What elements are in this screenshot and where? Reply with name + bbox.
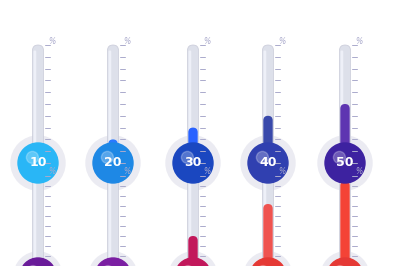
Text: 20: 20 (104, 156, 122, 169)
Circle shape (93, 143, 133, 183)
Circle shape (14, 252, 62, 266)
Circle shape (241, 136, 295, 190)
Circle shape (26, 151, 38, 163)
Circle shape (28, 265, 38, 266)
Circle shape (334, 265, 345, 266)
FancyBboxPatch shape (33, 151, 43, 163)
Circle shape (333, 151, 345, 163)
FancyBboxPatch shape (188, 128, 198, 163)
FancyBboxPatch shape (340, 181, 350, 266)
FancyBboxPatch shape (108, 51, 111, 157)
FancyBboxPatch shape (188, 51, 191, 157)
Circle shape (175, 258, 211, 266)
FancyBboxPatch shape (340, 104, 350, 163)
Circle shape (321, 252, 369, 266)
FancyBboxPatch shape (188, 45, 198, 163)
Circle shape (11, 136, 65, 190)
FancyBboxPatch shape (108, 176, 118, 266)
FancyBboxPatch shape (262, 45, 274, 163)
Circle shape (173, 143, 213, 183)
FancyBboxPatch shape (108, 139, 118, 163)
Circle shape (318, 136, 372, 190)
Text: %: % (123, 36, 131, 45)
FancyBboxPatch shape (264, 181, 266, 266)
Circle shape (18, 143, 58, 183)
FancyBboxPatch shape (34, 181, 36, 266)
Text: 30: 30 (184, 156, 202, 169)
FancyBboxPatch shape (108, 258, 118, 266)
FancyBboxPatch shape (188, 176, 198, 266)
FancyBboxPatch shape (32, 45, 44, 163)
FancyBboxPatch shape (263, 116, 273, 163)
FancyBboxPatch shape (263, 204, 273, 266)
Circle shape (169, 252, 217, 266)
Circle shape (250, 258, 286, 266)
Circle shape (166, 136, 220, 190)
Circle shape (95, 258, 131, 266)
Text: 50: 50 (336, 156, 354, 169)
Circle shape (248, 143, 288, 183)
FancyBboxPatch shape (188, 181, 191, 266)
Circle shape (244, 252, 292, 266)
Text: %: % (278, 36, 286, 45)
Text: 10: 10 (29, 156, 47, 169)
FancyBboxPatch shape (32, 176, 44, 266)
Text: %: % (48, 168, 56, 177)
Text: %: % (355, 36, 363, 45)
Circle shape (102, 265, 113, 266)
Text: %: % (355, 168, 363, 177)
FancyBboxPatch shape (188, 236, 198, 266)
FancyBboxPatch shape (262, 176, 274, 266)
Text: %: % (123, 168, 131, 177)
FancyBboxPatch shape (340, 51, 343, 157)
Text: %: % (203, 36, 211, 45)
Circle shape (325, 143, 365, 183)
Circle shape (258, 265, 268, 266)
Circle shape (182, 265, 193, 266)
FancyBboxPatch shape (108, 45, 118, 163)
FancyBboxPatch shape (264, 51, 266, 157)
Text: %: % (48, 36, 56, 45)
Text: %: % (278, 168, 286, 177)
FancyBboxPatch shape (340, 45, 350, 163)
Circle shape (89, 252, 137, 266)
Circle shape (20, 258, 56, 266)
Text: 40: 40 (259, 156, 277, 169)
Text: %: % (203, 168, 211, 177)
Circle shape (102, 151, 114, 163)
Circle shape (182, 151, 194, 163)
FancyBboxPatch shape (34, 51, 36, 157)
Circle shape (327, 258, 363, 266)
Circle shape (86, 136, 140, 190)
Circle shape (256, 151, 268, 163)
FancyBboxPatch shape (340, 176, 350, 266)
FancyBboxPatch shape (108, 181, 111, 266)
FancyBboxPatch shape (340, 181, 343, 266)
